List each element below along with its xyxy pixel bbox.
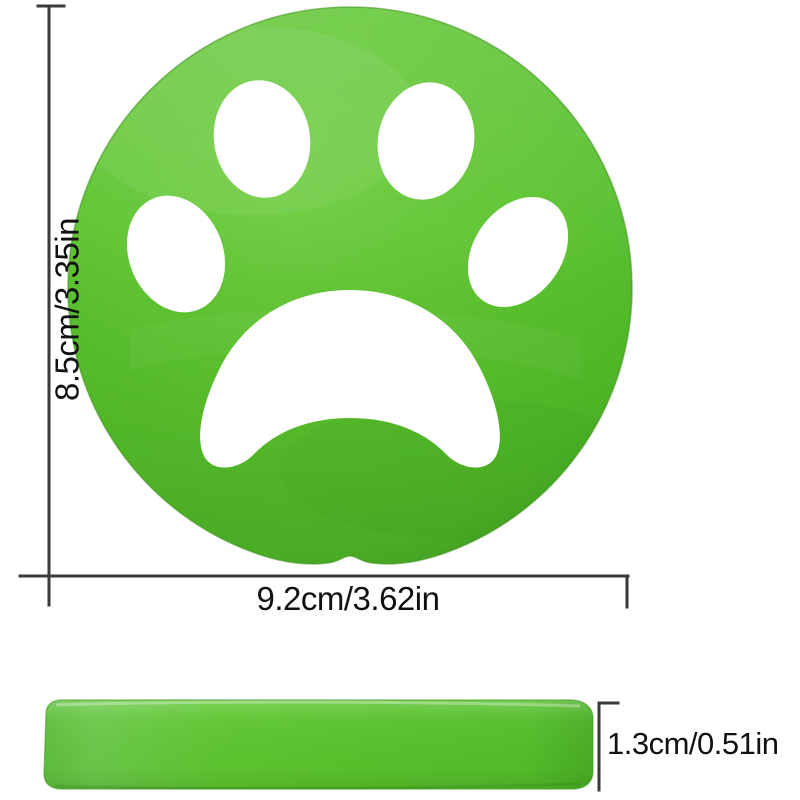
paw-print-disc-top-view	[60, 0, 660, 580]
thickness-dimension-label: 1.3cm/0.51in	[607, 726, 779, 761]
dimension-lines	[18, 4, 630, 792]
paw-print-disc-side-view	[43, 699, 594, 790]
width-dimension-label: 9.2cm/3.62in	[256, 580, 440, 617]
height-dimension-label: 8.5cm/3.35in	[48, 218, 86, 401]
